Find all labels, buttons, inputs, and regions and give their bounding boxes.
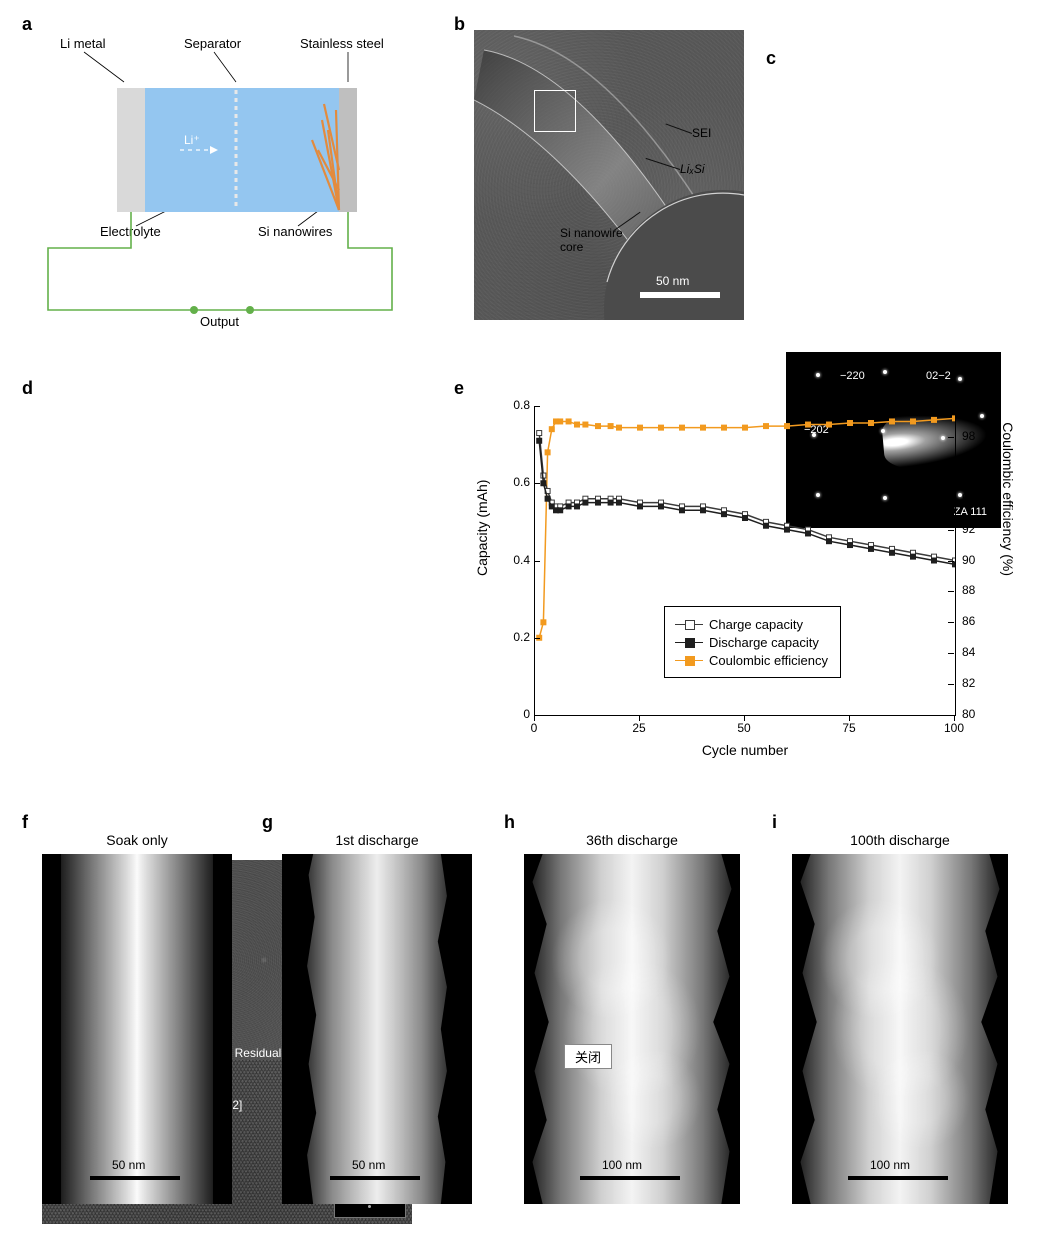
output-text: Output (200, 314, 239, 329)
legend-ce-text: Coulombic efficiency (709, 653, 828, 668)
panel-h-title: 36th discharge (524, 832, 740, 848)
panel-a-schematic: Li metal Separator Stainless steel Elect… (22, 30, 412, 330)
panel-label-e: e (454, 378, 464, 399)
legend-ce: Coulombic efficiency (675, 651, 828, 669)
label-lixsi: LiₓSi (680, 162, 705, 176)
scalebar-g-text: 50 nm (352, 1158, 385, 1172)
panel-label-d: d (22, 378, 33, 399)
panel-e-chart: Capacity (mAh) Coulombic efficiency (%) … (474, 394, 1016, 758)
panel-f: Soak only 50 nm (42, 854, 232, 1204)
scalebar-i (848, 1176, 948, 1180)
figure-page: a Li metal Separator Stainless steel Ele… (0, 0, 1041, 1244)
callout-stainless: Stainless steel (300, 36, 384, 51)
callout-li-metal: Li metal (60, 36, 106, 51)
legend-charge: Charge capacity (675, 615, 828, 633)
stainless-rect (339, 88, 357, 212)
legend: Charge capacity Discharge capacity Coulo… (664, 606, 841, 678)
output-node-r (246, 306, 254, 314)
panel-label-b: b (454, 14, 465, 35)
schematic-svg: Li metal Separator Stainless steel Elect… (22, 30, 412, 330)
wire-f (61, 854, 213, 1204)
y-right-label: Coulombic efficiency (%) (1000, 422, 1016, 576)
scalebar-i-text: 100 nm (870, 1158, 910, 1172)
close-button[interactable]: 关闭 (564, 1044, 612, 1069)
wire-h (530, 854, 733, 1204)
legend-charge-text: Charge capacity (709, 617, 803, 632)
panel-label-h: h (504, 812, 515, 833)
li-metal-rect (117, 88, 145, 212)
saed-spot (816, 373, 820, 377)
panel-g-title: 1st discharge (282, 832, 472, 848)
panel-h: 36th discharge 关闭 100 nm (524, 854, 740, 1204)
legend-discharge: Discharge capacity (675, 633, 828, 651)
panel-i-title: 100th discharge (792, 832, 1008, 848)
scalebar-b-text: 50 nm (656, 274, 689, 288)
scalebar-f (90, 1176, 180, 1180)
saed-spot (883, 370, 887, 374)
selection-box (534, 90, 576, 132)
saed-spot (958, 377, 962, 381)
callout-separator: Separator (184, 36, 242, 51)
panel-label-c: c (766, 48, 776, 69)
wire-i (798, 854, 1001, 1204)
panel-label-f: f (22, 812, 28, 833)
idx-02m2: 02−2 (926, 370, 951, 382)
li-ion-text: Li⁺ (184, 133, 200, 147)
panel-b-tem: SEI LiₓSi Si nanowire core 50 nm (474, 30, 744, 320)
output-node-l (190, 306, 198, 314)
callout-nanowires: Si nanowires (258, 224, 333, 239)
lead-sep (214, 52, 236, 82)
scalebar-h-text: 100 nm (602, 1158, 642, 1172)
wire-g (301, 854, 453, 1204)
label-sei: SEI (692, 126, 711, 140)
lead-li (84, 52, 124, 82)
panel-g: 1st discharge 50 nm (282, 854, 472, 1204)
legend-discharge-text: Discharge capacity (709, 635, 819, 650)
scalebar-b (640, 292, 720, 298)
panel-label-i: i (772, 812, 777, 833)
scalebar-g (330, 1176, 420, 1180)
panel-i: 100th discharge 100 nm (792, 854, 1008, 1204)
panel-label-g: g (262, 812, 273, 833)
scalebar-h (580, 1176, 680, 1180)
scalebar-f-text: 50 nm (112, 1158, 145, 1172)
panel-f-title: Soak only (42, 832, 232, 848)
idx-m220: −220 (840, 370, 865, 382)
x-label: Cycle number (702, 742, 788, 758)
